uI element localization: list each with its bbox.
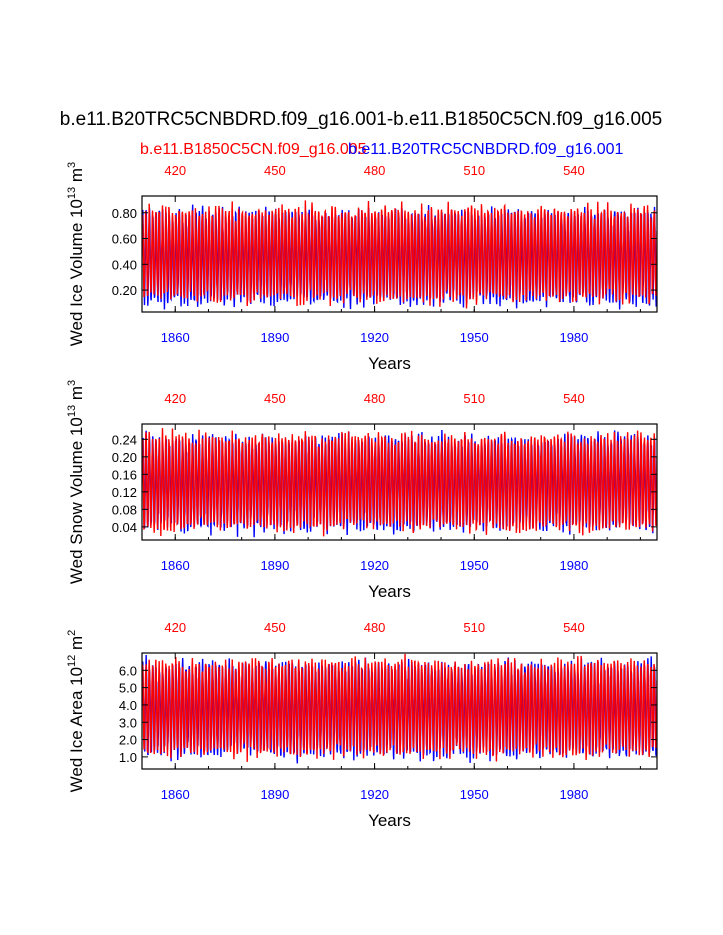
y-tick-label: 0.24 [112, 432, 137, 447]
x-tick-label-bottom: 1860 [161, 558, 190, 573]
x-tick-label-top: 420 [164, 620, 186, 635]
panel-ice-volume: 0.20 0.40 0.60 0.80 1860 1890 1920 1950 1980 420 4… [66, 162, 658, 373]
x-tick-label-top: 450 [264, 163, 286, 178]
y-tick-label: 2.0 [119, 733, 137, 748]
x-tick-label-bottom: 1950 [460, 787, 489, 802]
y-axis-label: Wed Snow Volume 1013 m3 [66, 380, 86, 584]
y-axis-label: Wed Ice Area 1012 m2 [66, 630, 86, 793]
y-tick-label: 0.20 [112, 283, 137, 298]
x-tick-label-bottom: 1950 [460, 558, 489, 573]
x-tick-label-bottom: 1890 [260, 330, 289, 345]
x-tick-label-top: 480 [364, 163, 386, 178]
x-tick-label-bottom: 1980 [559, 558, 588, 573]
x-tick-label-top: 540 [563, 391, 585, 406]
y-tick-label: 6.0 [119, 663, 137, 678]
y-tick-label: 0.80 [112, 206, 137, 221]
x-axis-label: Years [368, 354, 411, 373]
y-tick-label: 1.0 [119, 750, 137, 765]
y-tick-label: 3.0 [119, 715, 137, 730]
x-tick-label-bottom: 1950 [460, 330, 489, 345]
x-tick-label-top: 510 [463, 163, 485, 178]
panel-snow-volume: 0.04 0.08 0.12 0.16 0.20 0.24 1860 1890 1920 1950… [66, 380, 658, 601]
x-tick-label-top: 480 [364, 620, 386, 635]
x-axis-label: Years [368, 582, 411, 601]
x-tick-label-top: 510 [463, 620, 485, 635]
x-tick-label-bottom: 1860 [161, 787, 190, 802]
x-tick-label-bottom: 1920 [360, 787, 389, 802]
y-tick-label: 4.0 [119, 698, 137, 713]
series-line-red [142, 200, 657, 309]
series-line-red [142, 653, 657, 762]
x-tick-label-top: 540 [563, 620, 585, 635]
legend-blue-label: b.e11.B20TRC5CNBDRD.f09_g16.001 [348, 141, 624, 158]
x-tick-label-bottom: 1890 [260, 787, 289, 802]
series-line-red [142, 428, 657, 537]
plot-frame [141, 195, 658, 313]
y-tick-label: 0.40 [112, 257, 137, 272]
y-tick-label: 0.20 [112, 450, 137, 465]
y-tick-label: 0.04 [112, 520, 137, 535]
x-tick-label-bottom: 1890 [260, 558, 289, 573]
legend-red-label: b.e11.B1850C5CN.f09_g16.005 [140, 141, 367, 158]
y-tick-label: 0.08 [112, 502, 137, 517]
x-tick-label-bottom: 1920 [360, 558, 389, 573]
panel-ice-area: 1.0 2.0 3.0 4.0 5.0 6.0 1860 1890 1920 1950 1980 42… [66, 620, 658, 830]
y-axis-label: Wed Ice Volume 1013 m3 [66, 162, 86, 346]
x-tick-label-top: 420 [164, 391, 186, 406]
x-tick-label-top: 450 [264, 620, 286, 635]
y-tick-label: 0.12 [112, 485, 137, 500]
x-tick-label-bottom: 1860 [161, 330, 190, 345]
x-tick-label-top: 510 [463, 391, 485, 406]
y-tick-label: 0.16 [112, 467, 137, 482]
x-tick-label-top: 540 [563, 163, 585, 178]
x-tick-label-top: 420 [164, 163, 186, 178]
y-tick-label: 0.60 [112, 232, 137, 247]
x-tick-label-bottom: 1920 [360, 330, 389, 345]
x-tick-label-top: 450 [264, 391, 286, 406]
y-tick-label: 5.0 [119, 681, 137, 696]
plot-frame [141, 423, 658, 541]
plot-frame [141, 652, 658, 770]
x-tick-label-bottom: 1980 [559, 330, 588, 345]
x-axis-label: Years [368, 811, 411, 830]
x-tick-label-bottom: 1980 [559, 787, 588, 802]
figure-title: b.e11.B20TRC5CNBDRD.f09_g16.001-b.e11.B1… [60, 109, 662, 130]
x-tick-label-top: 480 [364, 391, 386, 406]
